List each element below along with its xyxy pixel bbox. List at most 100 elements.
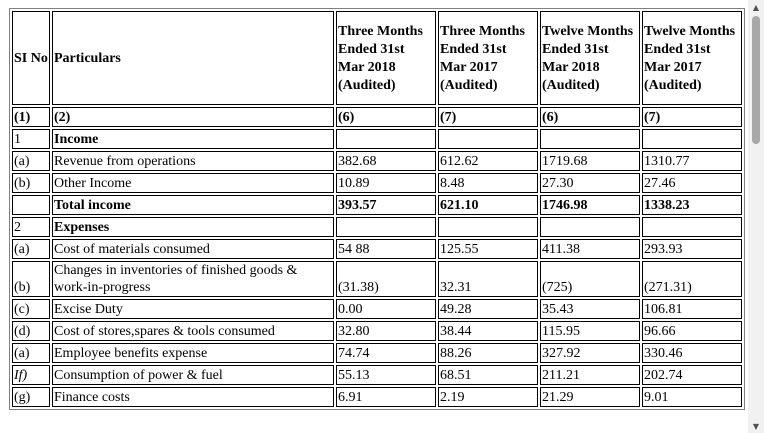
row-value: (271.31)	[642, 261, 742, 297]
row-value: 393.57	[336, 195, 436, 215]
row-value: 35.43	[540, 299, 640, 319]
row-value: 2.19	[438, 387, 538, 407]
row-value: 88.26	[438, 343, 538, 363]
header-particulars: Particulars	[52, 11, 334, 105]
row-value: 6.91	[336, 387, 436, 407]
table-row: (b) Other Income 10.89 8.48 27.30 27.46	[12, 173, 742, 193]
header-sno: SI No	[12, 11, 50, 105]
header-period: Three Months Ended 31st Mar 2017 (Audite…	[438, 11, 538, 105]
row-value: 330.46	[642, 343, 742, 363]
table-row: 1 Income	[12, 129, 742, 149]
row-value: 621.10	[438, 195, 538, 215]
table-row: 2 Expenses	[12, 217, 742, 237]
row-value	[438, 129, 538, 149]
table-row: If) Consumption of power & fuel 55.13 68…	[12, 365, 742, 385]
row-value: 68.51	[438, 365, 538, 385]
row-value: 8.48	[438, 173, 538, 193]
row-label: Cost of stores,spares & tools consumed	[52, 321, 334, 341]
header-period: Twelve Months Ended 31st Mar 2018 (Audit…	[540, 11, 640, 105]
table-row: (g) Finance costs 6.91 2.19 21.29 9.01	[12, 387, 742, 407]
table-row-total-income: Total income 393.57 621.10 1746.98 1338.…	[12, 195, 742, 215]
table-row: (a) Revenue from operations 382.68 612.6…	[12, 151, 742, 171]
row-number: (g)	[12, 387, 50, 407]
scrollbar-thumb[interactable]	[752, 16, 760, 144]
row-value: 27.30	[540, 173, 640, 193]
row-value: 106.81	[642, 299, 742, 319]
row-number: (1)	[12, 107, 50, 127]
row-label: Cost of materials consumed	[52, 239, 334, 259]
row-value: 74.74	[336, 343, 436, 363]
row-value: 32.80	[336, 321, 436, 341]
scroll-up-arrow-icon[interactable]: ▲	[752, 2, 760, 12]
table-row: (d) Cost of stores,spares & tools consum…	[12, 321, 742, 341]
row-number: (c)	[12, 299, 50, 319]
row-value	[438, 217, 538, 237]
row-number: (b)	[12, 261, 50, 297]
vertical-scrollbar[interactable]: ▲ ▼	[748, 0, 764, 433]
row-number: 1	[12, 129, 50, 149]
row-value: (7)	[438, 107, 538, 127]
row-value: 612.62	[438, 151, 538, 171]
row-number: (b)	[12, 173, 50, 193]
row-value: 27.46	[642, 173, 742, 193]
row-value: (725)	[540, 261, 640, 297]
row-number: (a)	[12, 151, 50, 171]
row-number	[12, 195, 50, 215]
row-value	[540, 129, 640, 149]
row-value: 293.93	[642, 239, 742, 259]
row-value: 125.55	[438, 239, 538, 259]
row-label: (2)	[52, 107, 334, 127]
section-heading-expenses: Expenses	[52, 217, 334, 237]
row-value: 10.89	[336, 173, 436, 193]
row-number: If)	[12, 365, 50, 385]
table-row: (b) Changes in inventories of finished g…	[12, 261, 742, 297]
row-value: (6)	[540, 107, 640, 127]
row-value: 21.29	[540, 387, 640, 407]
row-value: 327.92	[540, 343, 640, 363]
row-value: 211.21	[540, 365, 640, 385]
document-viewport: SI No Particulars Three Months Ended 31s…	[9, 8, 745, 410]
row-number: (a)	[12, 343, 50, 363]
financial-results-table: SI No Particulars Three Months Ended 31s…	[9, 8, 745, 410]
row-value	[642, 217, 742, 237]
row-value: 202.74	[642, 365, 742, 385]
header-period: Twelve Months Ended 31st Mar 2017 (Audit…	[642, 11, 742, 105]
row-value: 96.66	[642, 321, 742, 341]
row-number: (a)	[12, 239, 50, 259]
row-value	[336, 129, 436, 149]
section-heading-income: Income	[52, 129, 334, 149]
row-number: (d)	[12, 321, 50, 341]
row-value: (7)	[642, 107, 742, 127]
row-value: 0.00	[336, 299, 436, 319]
scroll-down-arrow-icon[interactable]: ▼	[752, 421, 760, 431]
row-value: 9.01	[642, 387, 742, 407]
row-value: 115.95	[540, 321, 640, 341]
row-label: Excise Duty	[52, 299, 334, 319]
table-row: (c) Excise Duty 0.00 49.28 35.43 106.81	[12, 299, 742, 319]
row-value: 411.38	[540, 239, 640, 259]
row-value: 382.68	[336, 151, 436, 171]
table-row: (a) Cost of materials consumed 54 88 125…	[12, 239, 742, 259]
row-label: Consumption of power & fuel	[52, 365, 334, 385]
row-value: 49.28	[438, 299, 538, 319]
row-label: Revenue from operations	[52, 151, 334, 171]
row-label: Changes in inventories of finished goods…	[52, 261, 334, 297]
row-value: 55.13	[336, 365, 436, 385]
row-label: Employee benefits expense	[52, 343, 334, 363]
row-value: 32.31	[438, 261, 538, 297]
row-value: (6)	[336, 107, 436, 127]
row-value: 1310.77	[642, 151, 742, 171]
row-value: 1719.68	[540, 151, 640, 171]
row-value: 1746.98	[540, 195, 640, 215]
row-value	[642, 129, 742, 149]
row-number: 2	[12, 217, 50, 237]
row-value: 38.44	[438, 321, 538, 341]
row-value: (31.38)	[336, 261, 436, 297]
row-label: Finance costs	[52, 387, 334, 407]
table-row: (a) Employee benefits expense 74.74 88.2…	[12, 343, 742, 363]
table-header-row: SI No Particulars Three Months Ended 31s…	[12, 11, 742, 105]
row-value	[540, 217, 640, 237]
table-row: (1) (2) (6) (7) (6) (7)	[12, 107, 742, 127]
row-label: Other Income	[52, 173, 334, 193]
row-value: 54 88	[336, 239, 436, 259]
